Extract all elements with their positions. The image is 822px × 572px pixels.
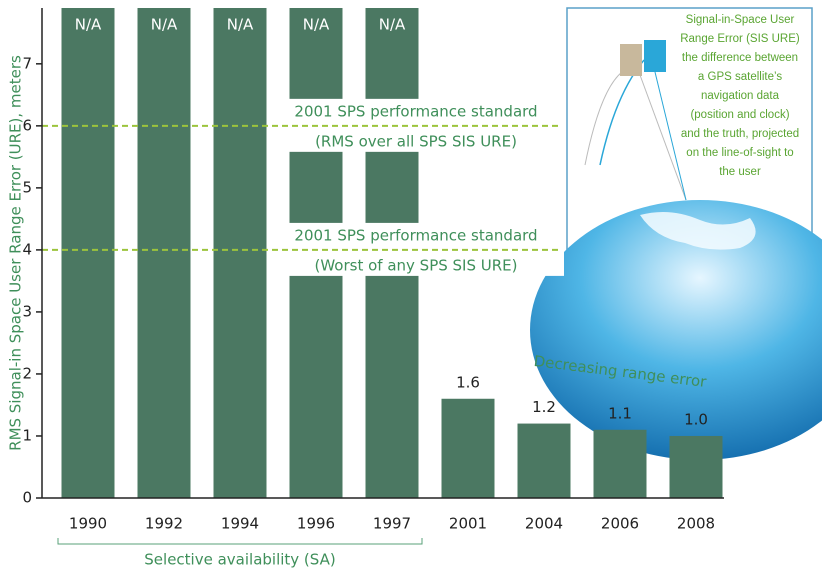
value-label: 1.2 — [532, 398, 556, 416]
value-label: 1.0 — [684, 410, 708, 428]
inset-text-line: Signal-in-Space User — [686, 14, 795, 26]
satellite-reported — [644, 40, 666, 72]
bar — [62, 8, 115, 498]
bracket-label: Selective availability (SA) — [144, 551, 335, 569]
bar — [670, 436, 723, 498]
bar — [214, 8, 267, 498]
x-tick-label: 1992 — [145, 515, 183, 533]
value-label: 1.6 — [456, 373, 480, 391]
inset-text-line: the user — [719, 166, 761, 178]
inset: Signal-in-Space User Range Error (SIS URE… — [530, 8, 822, 460]
inset-text-line: and the truth, projected — [681, 128, 799, 140]
bar — [442, 399, 495, 498]
bar — [518, 424, 571, 498]
value-label: N/A — [151, 16, 178, 34]
bar — [594, 430, 647, 498]
x-tick-label: 2001 — [449, 515, 487, 533]
x-tick-label: 2008 — [677, 515, 715, 533]
reference-label: (Worst of any SPS SIS URE) — [314, 256, 517, 274]
y-axis-label: RMS Signal-in Space User Range Error (UR… — [7, 55, 25, 451]
chart: Signal-in-Space User Range Error (SIS URE… — [0, 0, 822, 572]
x-tick-label: 2006 — [601, 515, 639, 533]
inset-text-line: navigation data — [701, 90, 780, 102]
satellite-true — [620, 44, 642, 76]
bar — [138, 8, 191, 498]
reference-label: (RMS over all SPS SIS URE) — [315, 132, 517, 150]
x-tick-label: 1997 — [373, 515, 411, 533]
inset-text-line: a GPS satellite’s — [698, 71, 782, 83]
value-label: N/A — [227, 16, 254, 34]
inset-text-line: (position and clock) — [690, 109, 789, 121]
x-tick-label: 2004 — [525, 515, 563, 533]
inset-text-line: on the line-of-sight to — [686, 147, 793, 159]
value-label: N/A — [303, 16, 330, 34]
y-tick-label: 0 — [22, 489, 32, 507]
x-tick-label: 1994 — [221, 515, 259, 533]
reference-label: 2001 SPS performance standard — [294, 226, 537, 244]
value-label: N/A — [379, 16, 406, 34]
inset-text-line: the difference between — [682, 52, 798, 64]
x-tick-label: 1996 — [297, 515, 335, 533]
bracket — [58, 538, 422, 544]
reference-label: 2001 SPS performance standard — [294, 102, 537, 120]
value-label: 1.1 — [608, 404, 632, 422]
inset-text-line: Range Error (SIS URE) — [680, 33, 800, 45]
value-label: N/A — [75, 16, 102, 34]
x-tick-label: 1990 — [69, 515, 107, 533]
